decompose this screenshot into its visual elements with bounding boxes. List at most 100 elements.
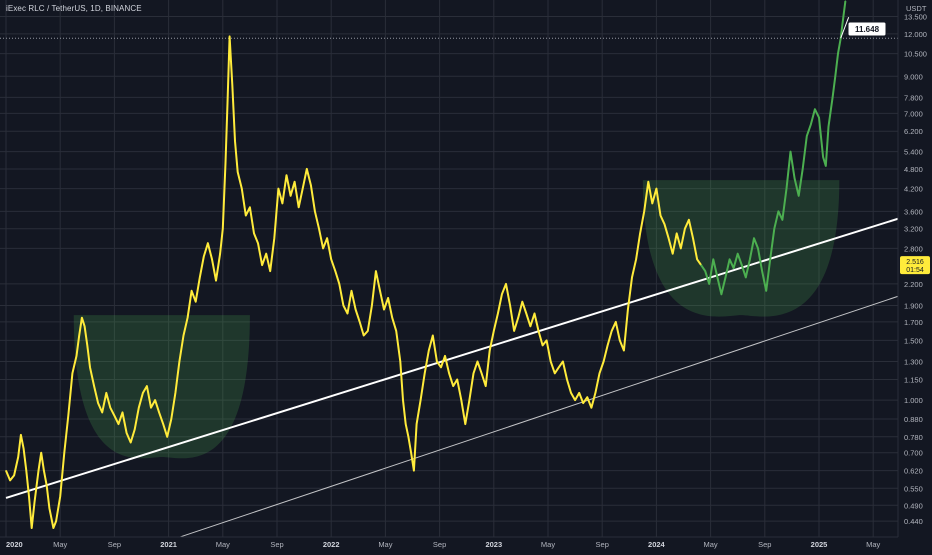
price-point <box>187 317 189 319</box>
price-point <box>517 317 519 319</box>
price-point <box>215 280 217 282</box>
price-point <box>837 53 839 55</box>
price-point <box>456 378 458 381</box>
price-tick-label: 6.200 <box>904 127 923 136</box>
marker-label-box <box>847 21 887 37</box>
current-price-label: 2.516 <box>906 259 924 266</box>
price-point <box>306 168 308 170</box>
price-point <box>574 399 576 401</box>
price-point <box>40 452 42 454</box>
price-point <box>78 334 80 337</box>
price-point <box>146 385 148 387</box>
price-point <box>402 399 404 401</box>
price-point <box>753 237 755 239</box>
price-point <box>142 392 144 394</box>
price-point <box>211 258 213 260</box>
price-point <box>387 297 389 299</box>
price-tick-label: 1.900 <box>904 302 923 311</box>
price-point <box>631 276 633 278</box>
price-point <box>729 258 731 260</box>
price-point <box>844 0 847 2</box>
price-point <box>436 360 438 363</box>
price-point <box>199 276 201 278</box>
price-point <box>745 276 747 278</box>
price-point <box>521 301 523 303</box>
price-tick-label: 3.200 <box>904 225 923 234</box>
price-point <box>23 448 25 450</box>
price-point <box>598 372 601 374</box>
price-tick-label: 4.200 <box>904 185 923 194</box>
price-point <box>708 283 710 285</box>
price-point <box>578 392 580 394</box>
price-point <box>63 452 65 454</box>
price-point <box>277 188 279 190</box>
price-point <box>302 188 304 190</box>
price-tick-label: 1.700 <box>904 318 923 327</box>
price-point <box>635 258 637 260</box>
price-tick-label: 0.780 <box>904 433 923 442</box>
price-point <box>334 270 336 272</box>
price-point <box>716 276 719 278</box>
price-point <box>46 485 48 487</box>
price-point <box>314 210 316 212</box>
price-point <box>265 253 267 255</box>
price-point <box>121 411 124 413</box>
price-point <box>773 228 775 230</box>
price-tick-label: 9.000 <box>904 72 923 81</box>
price-point <box>234 140 236 142</box>
price-point <box>464 423 466 425</box>
price-point <box>5 470 7 472</box>
price-point <box>765 290 767 292</box>
price-point <box>440 366 442 368</box>
price-point <box>245 214 247 217</box>
price-point <box>407 436 409 438</box>
price-point <box>554 372 556 374</box>
price-point <box>330 258 332 260</box>
price-series <box>5 0 847 529</box>
price-point <box>842 15 845 18</box>
price-axis-background <box>898 0 932 550</box>
time-tick-label: Sep <box>433 540 446 549</box>
price-point <box>659 214 662 217</box>
price-point <box>509 304 511 307</box>
price-point <box>178 360 180 363</box>
time-axis[interactable]: 2020 May Sep 2021 May Sep 2022 May Sep 2023 May Sep… <box>0 536 932 550</box>
price-tick-label: 3.600 <box>904 207 923 216</box>
price-point <box>582 402 584 404</box>
price-point <box>485 385 487 387</box>
price-point <box>222 228 224 230</box>
price-point <box>257 242 259 244</box>
price-point <box>310 184 312 186</box>
price-point <box>298 206 300 208</box>
price-tick-label: 5.400 <box>904 148 923 157</box>
price-point <box>546 339 548 341</box>
price-tick-label: 0.620 <box>904 467 923 476</box>
marker-pointer <box>840 16 850 39</box>
price-point <box>684 228 686 230</box>
price-tick-label: 7.800 <box>904 93 923 102</box>
price-tick-label: 1.500 <box>904 336 923 345</box>
price-point <box>749 258 751 260</box>
price-point <box>338 283 340 285</box>
price-point <box>827 125 830 128</box>
price-tick-label: 4.800 <box>904 165 923 174</box>
price-tick-label: 0.880 <box>904 415 923 424</box>
price-point <box>472 372 475 374</box>
price-tick-label: 0.700 <box>904 449 923 458</box>
price-point <box>55 520 57 522</box>
time-tick-label: 2023 <box>485 540 502 549</box>
price-point <box>777 210 780 212</box>
time-tick-label: 2021 <box>160 540 177 549</box>
price-point <box>174 392 176 394</box>
price-point <box>273 237 275 239</box>
price-point <box>207 242 209 244</box>
price-point <box>802 168 804 170</box>
grid <box>0 0 898 537</box>
price-point <box>93 385 95 387</box>
price-point <box>134 428 136 430</box>
price-point <box>639 232 641 234</box>
price-point <box>158 411 160 413</box>
